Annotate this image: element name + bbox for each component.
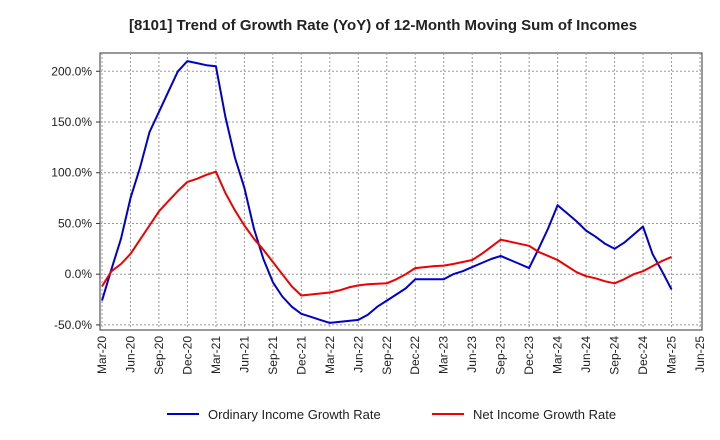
x-tick-label: Dec-24 <box>636 336 650 375</box>
series-line-1 <box>101 60 673 324</box>
x-tick-label: Mar-20 <box>95 336 109 374</box>
plot-area <box>99 52 703 331</box>
y-tick-label: 0.0% <box>65 267 93 281</box>
x-tick-label: Sep-21 <box>266 336 280 375</box>
x-tick-label: Sep-23 <box>494 336 508 375</box>
horizontal-gridlines <box>100 70 702 326</box>
x-tick-label: Jun-20 <box>123 336 137 373</box>
x-tick-label: Jun-22 <box>351 336 365 373</box>
x-tick-label: Sep-22 <box>380 336 394 375</box>
x-tick-label: Mar-24 <box>551 336 565 374</box>
x-tick-label: Mar-25 <box>665 336 679 374</box>
y-tick-label: 50.0% <box>58 216 92 230</box>
legend-label-2: Net Income Growth Rate <box>473 407 616 422</box>
x-tick-label: Dec-22 <box>408 336 422 375</box>
x-tick-label: Mar-21 <box>209 336 223 374</box>
plot-background <box>99 52 703 331</box>
y-axis-tick-labels: -50.0% 0.0% 50.0% 100.0% 150.0% 200.0% <box>51 64 100 332</box>
legend: Ordinary Income Growth Rate Net Income Gr… <box>167 407 616 422</box>
x-tick-label: Jun-23 <box>465 336 479 373</box>
x-tick-label: Jun-21 <box>237 336 251 373</box>
legend-label-1: Ordinary Income Growth Rate <box>208 407 381 422</box>
chart-title: [8101] Trend of Growth Rate (YoY) of 12-… <box>129 17 637 34</box>
x-tick-label: Mar-22 <box>323 336 337 374</box>
x-tick-label: Mar-23 <box>437 336 451 374</box>
y-tick-label: 150.0% <box>51 115 92 129</box>
y-tick-label: 100.0% <box>51 166 92 180</box>
x-tick-label: Jun-24 <box>579 336 593 373</box>
y-tick-label: 200.0% <box>51 64 92 78</box>
x-tick-label: Sep-24 <box>608 336 622 375</box>
x-axis-tick-labels: Mar-20 Jun-20 Sep-20 Dec-20 Mar-21 Jun-21 Sep-… <box>95 336 707 375</box>
y-tick-label: -50.0% <box>54 318 92 332</box>
x-tick-label: Jun-25 <box>693 336 707 373</box>
x-tick-label: Dec-20 <box>180 336 194 375</box>
x-tick-label: Dec-23 <box>522 336 536 375</box>
x-tick-label: Sep-20 <box>152 336 166 375</box>
series-lines <box>101 60 673 324</box>
series-line-2 <box>101 170 672 297</box>
x-tick-label: Dec-21 <box>294 336 308 375</box>
